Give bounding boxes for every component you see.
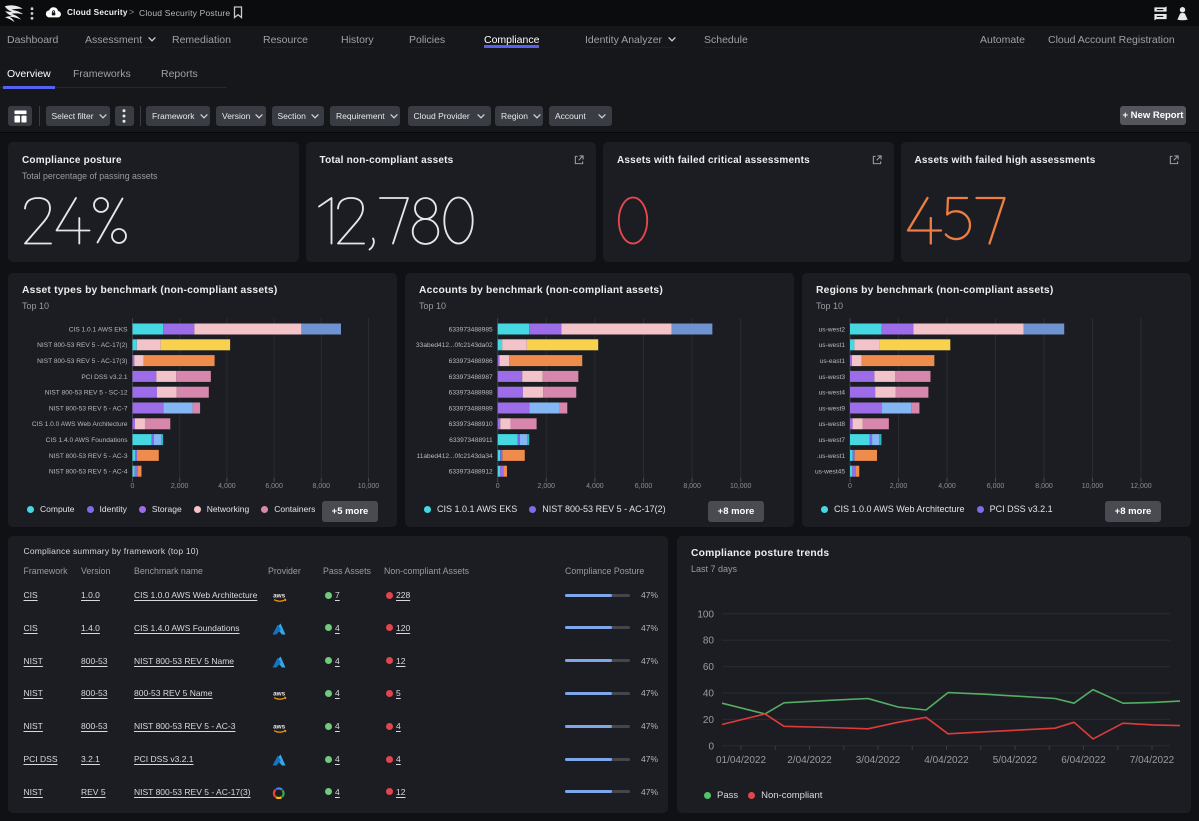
- svg-text:8,000: 8,000: [683, 483, 701, 490]
- svg-text:2,000: 2,000: [890, 483, 908, 490]
- svg-text:12,000: 12,000: [1130, 483, 1152, 490]
- svg-text:80: 80: [703, 636, 715, 647]
- svg-text:633973488912: 633973488912: [449, 469, 493, 476]
- svg-text:4/04/2022: 4/04/2022: [924, 755, 969, 766]
- svg-text:2,000: 2,000: [171, 483, 189, 490]
- svg-text:633973488989: 633973488989: [449, 405, 493, 412]
- svg-text:us-west3: us-west3: [819, 374, 846, 381]
- svg-text:CIS 1.4.0 AWS Foundations: CIS 1.4.0 AWS Foundations: [46, 437, 129, 444]
- svg-text:633973488986: 633973488986: [449, 358, 493, 365]
- svg-text:us-west9: us-west9: [819, 405, 846, 412]
- svg-text:2,000: 2,000: [538, 483, 556, 490]
- svg-text:10,000: 10,000: [358, 483, 380, 490]
- svg-text:10,000: 10,000: [730, 483, 752, 490]
- svg-text:100: 100: [697, 609, 714, 620]
- svg-text:633973488985: 633973488985: [449, 326, 493, 333]
- svg-text:NIST 800-53 REV 5 - AC-17(3): NIST 800-53 REV 5 - AC-17(3): [37, 358, 127, 365]
- svg-text:633973488910: 633973488910: [449, 421, 493, 428]
- svg-text:aws: aws: [273, 592, 286, 599]
- svg-text:us-east1: us-east1: [820, 358, 846, 365]
- svg-text:8,000: 8,000: [1035, 483, 1053, 490]
- svg-text:NIST 800-53 REV 5 - AC-3: NIST 800-53 REV 5 - AC-3: [49, 453, 128, 460]
- svg-text:us-west4: us-west4: [819, 390, 846, 397]
- svg-text:NIST 800-53 REV 5 - AC-17(2): NIST 800-53 REV 5 - AC-17(2): [37, 342, 127, 349]
- svg-text:.us-west1: .us-west1: [817, 453, 846, 460]
- svg-text:NIST 800-53 REV 5 - SC-12: NIST 800-53 REV 5 - SC-12: [45, 390, 128, 397]
- svg-text:633973488988: 633973488988: [449, 390, 493, 397]
- svg-text:CIS 1.0.1 AWS EKS: CIS 1.0.1 AWS EKS: [69, 326, 128, 333]
- svg-text:01/04/2022: 01/04/2022: [716, 755, 766, 766]
- svg-text:us-west45: us-west45: [815, 469, 845, 476]
- svg-text:4,000: 4,000: [218, 483, 236, 490]
- svg-text:5/04/2022: 5/04/2022: [993, 755, 1038, 766]
- svg-text:6,000: 6,000: [987, 483, 1005, 490]
- svg-text:40: 40: [703, 689, 715, 700]
- svg-text:3/04/2022: 3/04/2022: [856, 755, 901, 766]
- svg-text:11abed412...0fc2143da34: 11abed412...0fc2143da34: [417, 453, 493, 460]
- svg-text:633973488911: 633973488911: [449, 437, 493, 444]
- svg-text:aws: aws: [273, 723, 286, 730]
- svg-text:0: 0: [848, 483, 852, 490]
- svg-text:6,000: 6,000: [635, 483, 653, 490]
- svg-text:us-west8: us-west8: [819, 421, 846, 428]
- svg-text:us-west1: us-west1: [819, 342, 846, 349]
- svg-text:633973488987: 633973488987: [449, 374, 493, 381]
- svg-text:10,000: 10,000: [1082, 483, 1104, 490]
- svg-text:8,000: 8,000: [313, 483, 331, 490]
- svg-text:7/04/2022: 7/04/2022: [1130, 755, 1175, 766]
- svg-text:4,000: 4,000: [938, 483, 956, 490]
- svg-text:NIST 800-53 REV 5 - AC-4: NIST 800-53 REV 5 - AC-4: [49, 469, 128, 476]
- svg-text:0: 0: [496, 483, 500, 490]
- svg-text:20: 20: [703, 715, 715, 726]
- svg-text:6,000: 6,000: [265, 483, 283, 490]
- svg-text:PCI DSS v3.2.1: PCI DSS v3.2.1: [81, 374, 128, 381]
- svg-text:0: 0: [131, 483, 135, 490]
- svg-text:60: 60: [703, 662, 715, 673]
- svg-text:us-west7: us-west7: [819, 437, 846, 444]
- svg-text:4,000: 4,000: [586, 483, 604, 490]
- svg-text:33abed412...0fc2143da02: 33abed412...0fc2143da02: [416, 342, 493, 349]
- svg-text:CIS 1.0.0 AWS Web Architecture: CIS 1.0.0 AWS Web Architecture: [32, 421, 128, 428]
- svg-text:6/04/2022: 6/04/2022: [1061, 755, 1106, 766]
- svg-text:us-west2: us-west2: [819, 326, 846, 333]
- svg-text:0: 0: [708, 741, 714, 752]
- svg-text:2/04/2022: 2/04/2022: [787, 755, 832, 766]
- svg-text:aws: aws: [273, 690, 286, 697]
- svg-text:NIST 800-53 REV 5 - AC-7: NIST 800-53 REV 5 - AC-7: [49, 405, 128, 412]
